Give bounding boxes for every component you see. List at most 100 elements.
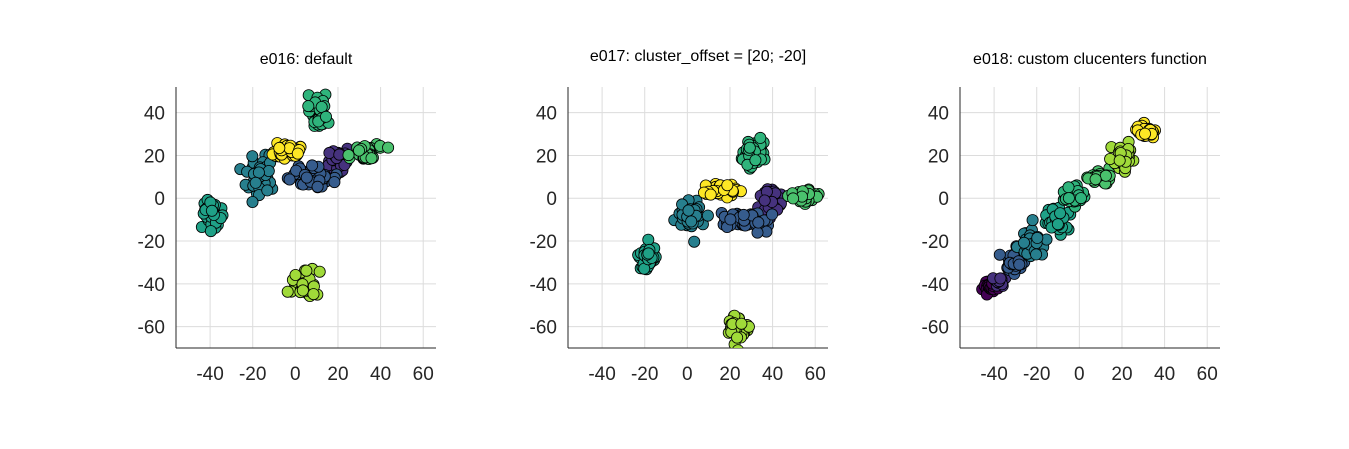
scatter-point [1075,192,1088,205]
x-tick-label: -40 [588,364,615,385]
cluster-3 [668,194,714,248]
scatter-point [306,159,319,172]
y-tick-label: -40 [530,275,557,296]
cluster-6 [342,138,395,165]
scatter-point [704,188,717,201]
y-tick-label: -40 [922,275,949,296]
scatter-point [300,171,313,184]
scatter-point [1026,214,1039,227]
cluster-9 [1130,116,1162,144]
cluster-7 [722,309,755,348]
scatter-point [766,208,779,221]
scatter-point [685,215,698,228]
scatter-point [313,265,326,278]
scatter-point [754,131,767,144]
scatter-point [994,272,1007,285]
cluster-4 [195,193,229,238]
scatter-point [204,225,217,238]
scatter-point [300,264,313,277]
scatter-point [731,331,744,344]
x-tick-label: 60 [413,364,434,385]
scatter-point [721,179,734,192]
scatter-point [1099,169,1112,182]
cluster-5 [735,131,771,175]
x-tick-label: 0 [290,364,301,385]
subplot-e016: e016: default -40 -20 0 20 40 60 40 20 0 -20 -40 -6… [138,51,436,385]
y-tick-label: -60 [530,318,557,339]
scatter-point [307,288,320,301]
y-tick-label: 40 [928,104,949,125]
scatter-point [1062,192,1075,205]
y-tick-label: -20 [138,232,165,253]
x-tick-label: 40 [762,364,783,385]
scatter-point [352,144,365,157]
x-tick-label: 40 [370,364,391,385]
scatter-point [262,164,275,177]
scatter-point [315,101,328,114]
y-tick-label: -60 [138,318,165,339]
scatter-point [249,176,262,189]
y-tick-label: 20 [536,146,557,167]
scatter-point [1113,154,1126,167]
subplot-e017: e017: cluster_offset = [20; -20] -40 -20 0… [530,48,828,385]
scatter-point [732,344,744,348]
scatter-point [281,285,294,298]
scatter-point [1139,127,1152,140]
y-tick-label: -40 [138,275,165,296]
x-tick-label: -40 [196,364,223,385]
x-tick-label: 0 [682,364,693,385]
scatter-point [382,141,395,154]
y-tick-label: 40 [536,104,557,125]
scatter-point [1054,207,1067,220]
y-tick-label: 0 [938,189,949,210]
scatter-point [1062,181,1075,194]
scatter-point [319,110,332,123]
scatter-point [342,149,355,162]
cluster-6 [1057,179,1091,213]
x-tick-label: 60 [805,364,826,385]
scatter-point [289,268,302,281]
scatter-point [735,317,748,330]
scatter-points [976,116,1162,301]
scatter-points [632,131,825,348]
scatter-point [688,235,701,248]
x-tick-label: 40 [1154,364,1175,385]
cluster-4 [632,233,662,276]
cluster-8 [698,177,747,204]
cluster-2 [715,206,779,239]
y-tick-label: -20 [922,232,949,253]
scatter-point [737,208,750,221]
scatter-point [323,146,336,159]
scatter-point [252,166,265,179]
y-tick-label: 0 [154,189,165,210]
scatter-point [1089,173,1102,186]
subplot-title: e017: cluster_offset = [20; -20] [590,48,806,65]
x-tick-label: -40 [980,364,1007,385]
scatter-point [642,247,655,260]
scatter-point [993,248,1006,261]
x-tick-label: 60 [1197,364,1218,385]
cluster-4 [1011,214,1053,263]
scatter-point [743,141,756,154]
subplot-title: e018: custom clucenters function [973,51,1207,68]
scatter-point [1013,258,1026,271]
scatter-point [752,216,765,229]
cluster-8 [1104,135,1140,178]
cluster-8 [266,137,307,165]
scatter-point [751,226,764,239]
cluster-2 [987,271,1012,292]
cluster-2 [281,159,343,194]
scatter-point [328,176,341,189]
y-tick-label: 40 [144,104,165,125]
cluster-7 [1081,162,1116,190]
cluster-7 [281,262,326,302]
scatter-point [758,194,771,207]
scatter-points [195,88,395,302]
scatter-point [246,150,259,163]
x-tick-label: -20 [239,364,266,385]
scatter-point [283,173,296,186]
scatter-point [642,233,655,246]
cluster-5 [302,88,335,132]
scatter-point [1031,231,1044,244]
